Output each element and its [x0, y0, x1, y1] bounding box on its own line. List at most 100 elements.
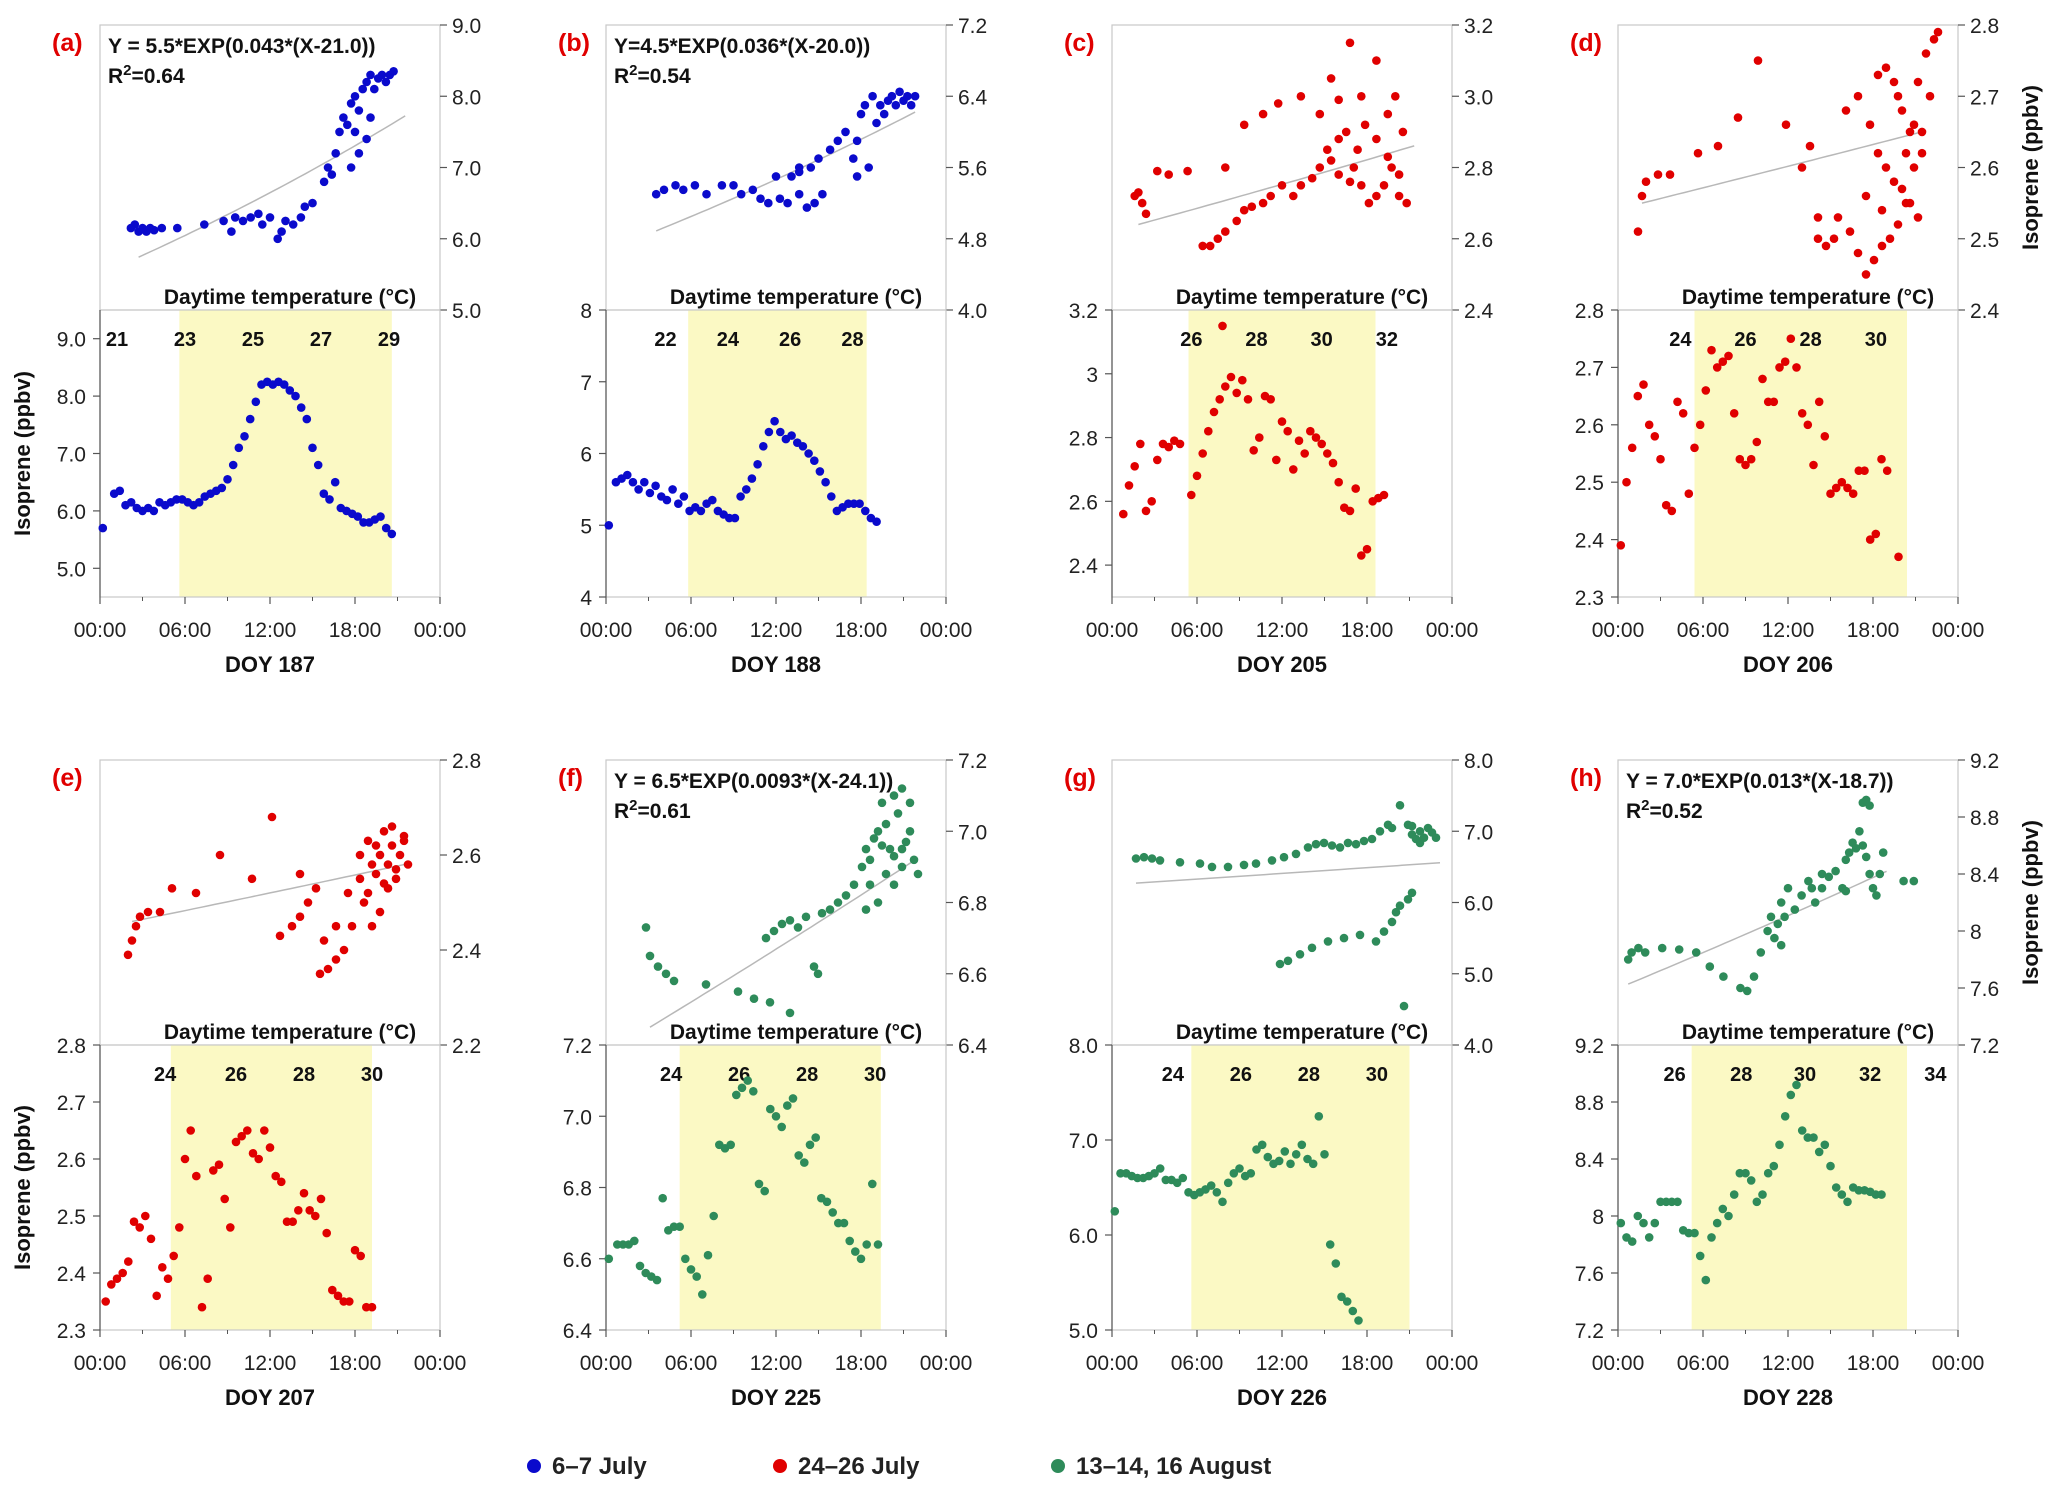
scatter-frame — [1111, 24, 1453, 311]
time-tick-label: 12:00 — [1256, 1352, 1309, 1375]
diurnal-point — [1141, 506, 1151, 516]
scatter-point — [905, 827, 915, 836]
scatter-point — [343, 120, 352, 130]
scatter-point — [1805, 141, 1815, 151]
scatter-point — [1829, 234, 1839, 243]
daytime-shading — [1191, 1045, 1410, 1330]
diurnal-point — [1255, 433, 1264, 442]
panel-label: (e) — [52, 764, 83, 792]
panel-label: (b) — [558, 29, 590, 57]
scatter-point — [1781, 120, 1791, 129]
doy-label: DOY 226 — [1237, 1385, 1327, 1410]
scatter-point — [679, 185, 688, 195]
diurnal-point — [1712, 363, 1722, 372]
scatter-point — [1897, 106, 1907, 115]
diurnal-point — [623, 470, 632, 480]
scatter-point — [1776, 898, 1786, 907]
diurnal-point — [743, 1076, 752, 1085]
scatter-point — [856, 109, 866, 119]
scatter-point — [355, 850, 365, 860]
diurnal-point — [1831, 483, 1841, 493]
diurnal-point — [855, 499, 864, 509]
diurnal-point — [1348, 1306, 1358, 1316]
diurnal-point — [1695, 1251, 1705, 1261]
scatter-point — [327, 170, 337, 179]
scatter-point — [1813, 213, 1823, 222]
temperature-tick-label: 28 — [1298, 1064, 1320, 1086]
scatter-point — [825, 905, 835, 914]
diurnal-point — [1150, 1169, 1159, 1178]
diurnal-point — [1763, 1168, 1773, 1178]
scatter-point — [1865, 869, 1874, 879]
time-tick-label: 18:00 — [835, 1352, 888, 1375]
scatter-point — [1267, 856, 1277, 865]
diurnal-point — [1334, 477, 1343, 487]
diurnal-ytick-label: 9.0 — [57, 329, 86, 352]
time-tick-label: 00:00 — [414, 1352, 467, 1375]
diurnal-point — [703, 1250, 713, 1260]
diurnal-point — [1673, 1197, 1682, 1207]
diurnal-point — [868, 1179, 877, 1189]
diurnal-point — [345, 1297, 354, 1306]
scatter-ytick-label: 7.2 — [958, 15, 987, 38]
scatter-point — [346, 163, 356, 172]
diurnal-point — [387, 529, 397, 539]
diurnal-point — [115, 486, 125, 496]
scatter-point — [1394, 191, 1404, 201]
diurnal-point — [675, 1222, 684, 1231]
scatter-point — [881, 819, 891, 829]
scatter-point — [379, 827, 389, 836]
scatter-ytick-label: 7.0 — [1464, 821, 1493, 844]
diurnal-ytick-label: 8.0 — [1069, 1035, 1098, 1058]
scatter-point — [1665, 170, 1675, 179]
scatter-point — [1205, 241, 1215, 251]
scatter-point — [1873, 70, 1883, 80]
scatter-point — [1824, 872, 1834, 882]
scatter-point — [702, 189, 711, 199]
scatter-point — [701, 980, 711, 989]
diurnal-point — [1297, 1140, 1307, 1150]
diurnal-point — [662, 495, 672, 505]
diurnal-ytick-label: 8 — [580, 300, 592, 323]
scatter-point — [1841, 886, 1851, 896]
temperature-tick-label: 26 — [779, 329, 801, 351]
diurnal-point — [1848, 489, 1858, 499]
temperature-tick-label: 24 — [717, 329, 740, 351]
scatter-point — [1327, 841, 1337, 850]
diurnal-point — [1752, 1197, 1762, 1207]
daytime-shading — [1691, 1045, 1907, 1330]
scatter-point — [1909, 120, 1919, 129]
fit-curve — [131, 862, 409, 923]
scatter-ytick-label: 3.2 — [1464, 15, 1493, 38]
diurnal-point — [692, 1272, 701, 1281]
scatter-point — [1139, 852, 1149, 862]
diurnal-point — [1379, 490, 1389, 500]
diurnal-point — [1746, 454, 1756, 464]
diurnal-point — [1780, 357, 1790, 367]
scatter-point — [1875, 869, 1885, 879]
scatter-point — [1239, 860, 1249, 870]
scatter-point — [371, 841, 381, 850]
time-tick-label: 00:00 — [1592, 1352, 1645, 1375]
scatter-point — [813, 969, 823, 979]
diurnal-point — [124, 1257, 133, 1266]
temperature-axis-title: Daytime temperature (°C) — [1682, 1021, 1934, 1044]
scatter-point — [661, 969, 671, 979]
r-squared: R2=0.64 — [108, 62, 185, 88]
diurnal-point — [1342, 1297, 1352, 1306]
panel-b: 4.0 4.8 5.6 6.4 7.2 (b) Y=4.5*EXP(0.036*(X-20.… — [558, 15, 988, 677]
diurnal-ytick-label: 9.2 — [1575, 1035, 1604, 1058]
scatter-point — [1258, 109, 1268, 119]
diurnal-point — [736, 492, 745, 501]
scatter-point — [273, 234, 283, 244]
fit-equation: Y = 7.0*EXP(0.013*(X-18.7)) — [1626, 770, 1894, 793]
scatter-point — [1345, 177, 1355, 187]
fit-equation: Y=4.5*EXP(0.036*(X-20.0)) — [614, 35, 870, 58]
diurnal-point — [1198, 449, 1207, 458]
diurnal-point — [350, 1245, 360, 1255]
scatter-point — [215, 850, 225, 860]
diurnal-point — [1272, 455, 1281, 465]
scatter-point — [1691, 948, 1701, 957]
time-tick-label: 06:00 — [159, 619, 212, 642]
scatter-point — [1277, 181, 1287, 190]
